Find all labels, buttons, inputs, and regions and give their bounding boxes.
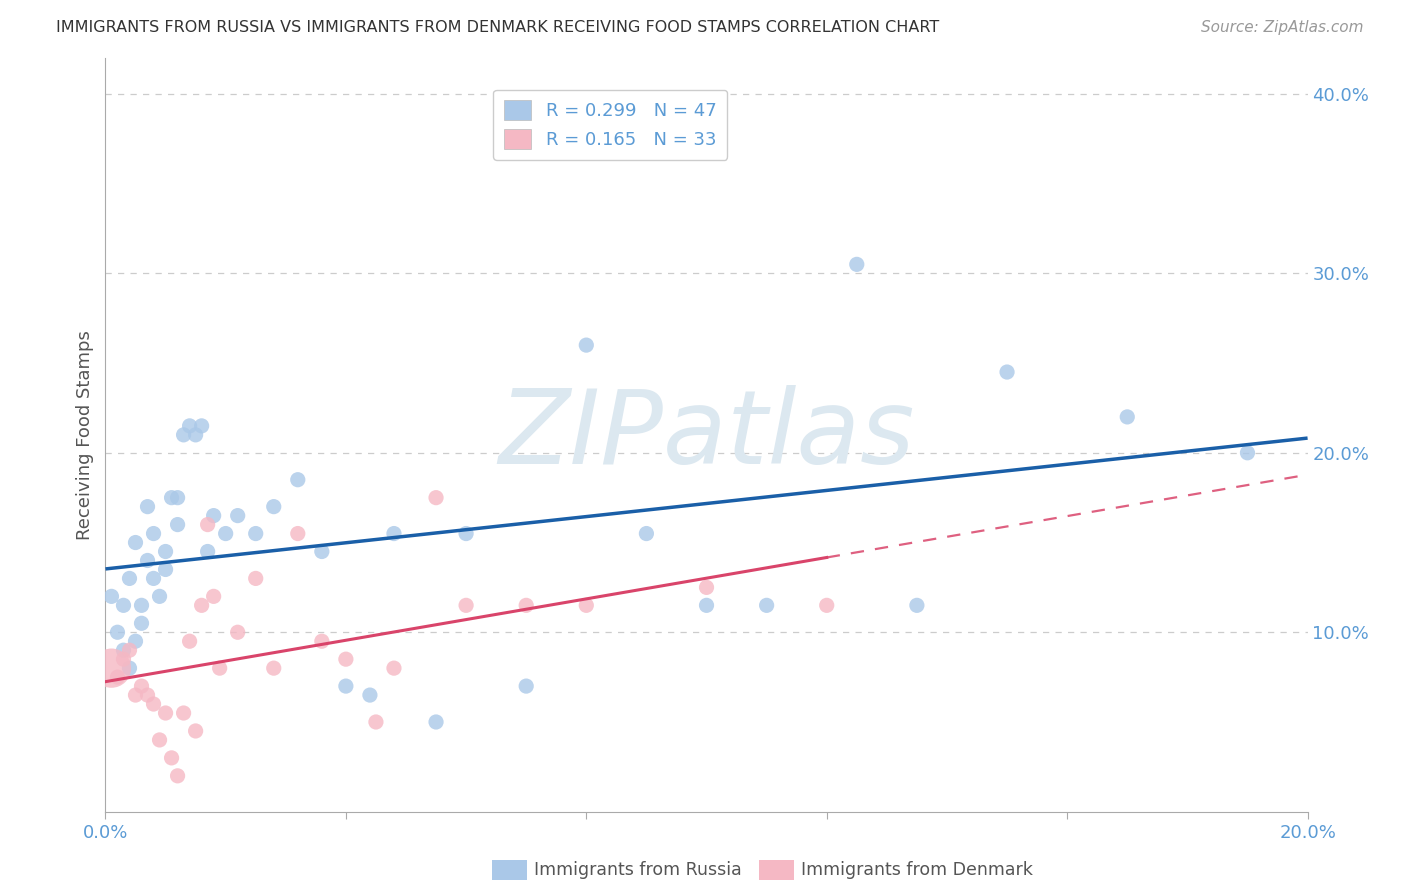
Y-axis label: Receiving Food Stamps: Receiving Food Stamps — [76, 330, 94, 540]
Point — [131, 616, 153, 631]
Point — [155, 562, 177, 576]
Point — [112, 652, 135, 666]
Point — [148, 733, 170, 747]
Point — [160, 491, 183, 505]
Point — [845, 257, 868, 271]
Point — [136, 688, 159, 702]
Point — [118, 571, 141, 585]
Point — [575, 599, 598, 613]
Point — [179, 634, 201, 648]
Point — [112, 599, 135, 613]
Text: Source: ZipAtlas.com: Source: ZipAtlas.com — [1201, 20, 1364, 35]
Point — [142, 526, 165, 541]
Point — [287, 473, 309, 487]
Point — [382, 661, 405, 675]
Point — [100, 590, 122, 604]
Point — [454, 599, 477, 613]
Point — [287, 526, 309, 541]
Point — [100, 661, 122, 675]
Point — [815, 599, 838, 613]
Point — [142, 697, 165, 711]
Point — [184, 428, 207, 442]
Point — [364, 714, 387, 729]
Point — [425, 491, 447, 505]
Point — [208, 661, 231, 675]
Point — [124, 688, 146, 702]
Point — [173, 428, 195, 442]
Point — [202, 590, 225, 604]
Point — [166, 491, 188, 505]
Point — [245, 571, 267, 585]
Point — [136, 553, 159, 567]
Point — [131, 679, 153, 693]
Point — [197, 517, 219, 532]
Point — [148, 590, 170, 604]
Point — [1236, 446, 1258, 460]
Point — [575, 338, 598, 352]
Point — [263, 661, 285, 675]
Point — [263, 500, 285, 514]
Text: IMMIGRANTS FROM RUSSIA VS IMMIGRANTS FROM DENMARK RECEIVING FOOD STAMPS CORRELAT: IMMIGRANTS FROM RUSSIA VS IMMIGRANTS FRO… — [56, 20, 939, 35]
Text: ZIPatlas: ZIPatlas — [498, 384, 915, 485]
Text: Immigrants from Denmark: Immigrants from Denmark — [801, 861, 1033, 879]
Point — [160, 751, 183, 765]
Point — [166, 769, 188, 783]
Point — [202, 508, 225, 523]
Point — [155, 544, 177, 558]
Point — [112, 643, 135, 657]
Point — [311, 544, 333, 558]
Point — [190, 599, 212, 613]
Text: Immigrants from Russia: Immigrants from Russia — [534, 861, 742, 879]
Point — [107, 625, 129, 640]
Point — [335, 652, 357, 666]
Point — [173, 706, 195, 720]
Point — [1116, 409, 1139, 424]
Point — [696, 599, 718, 613]
Point — [905, 599, 928, 613]
Point — [214, 526, 236, 541]
Point — [124, 634, 146, 648]
Point — [124, 535, 146, 549]
Point — [425, 714, 447, 729]
Point — [335, 679, 357, 693]
Point — [359, 688, 381, 702]
Point — [226, 625, 249, 640]
Legend: R = 0.299   N = 47, R = 0.165   N = 33: R = 0.299 N = 47, R = 0.165 N = 33 — [494, 89, 727, 160]
Point — [155, 706, 177, 720]
Point — [755, 599, 778, 613]
Point — [166, 517, 188, 532]
Point — [142, 571, 165, 585]
Point — [190, 418, 212, 433]
Point — [515, 679, 537, 693]
Point — [226, 508, 249, 523]
Point — [131, 599, 153, 613]
Point — [636, 526, 658, 541]
Point — [995, 365, 1018, 379]
Point — [696, 581, 718, 595]
Point — [136, 500, 159, 514]
Point — [179, 418, 201, 433]
Point — [245, 526, 267, 541]
Point — [118, 643, 141, 657]
Point — [197, 544, 219, 558]
Point — [107, 670, 129, 684]
Point — [454, 526, 477, 541]
Point — [382, 526, 405, 541]
Point — [515, 599, 537, 613]
Point — [118, 661, 141, 675]
Point — [311, 634, 333, 648]
Point — [184, 723, 207, 738]
